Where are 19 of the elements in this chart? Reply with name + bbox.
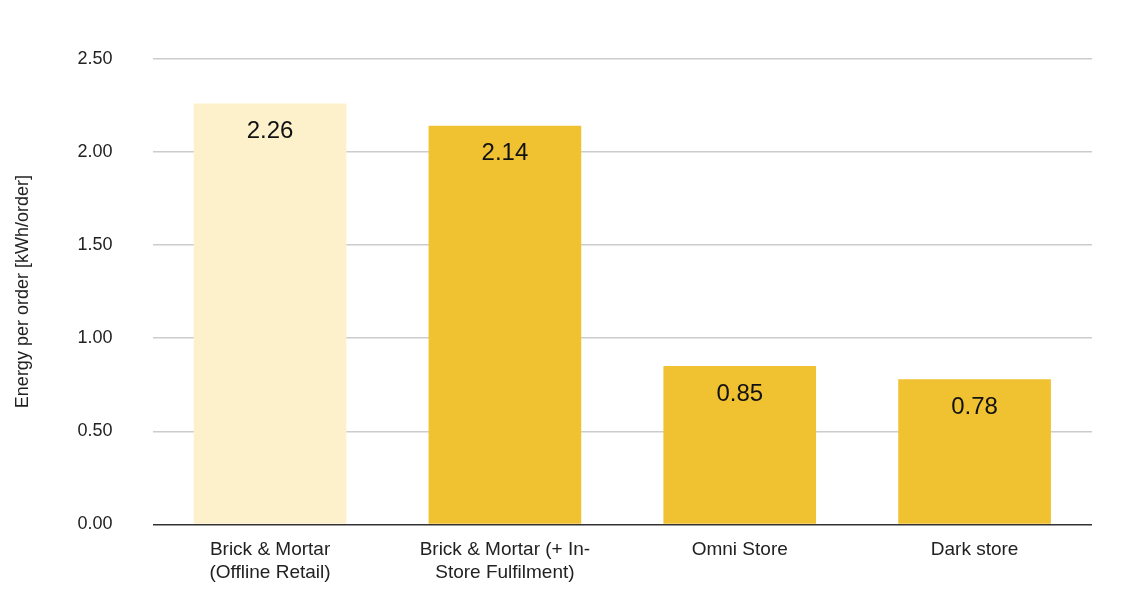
y-tick-label: 1.00 [77, 327, 113, 348]
x-tick-label: Dark store [930, 538, 1019, 560]
x-tick-label: Omni Store [691, 538, 788, 560]
data-label: 0.85 [716, 378, 764, 406]
y-tick-label: 2.50 [77, 47, 113, 68]
y-axis-title: Energy per order [kWh/order] [11, 175, 32, 409]
bar [663, 366, 817, 524]
y-tick-label: 0.00 [77, 513, 113, 534]
data-label: 2.14 [481, 138, 529, 166]
x-tick-label: Brick & Mortar (Offline Retail) [209, 538, 331, 582]
y-tick-label: 2.00 [77, 140, 113, 161]
data-label: 0.78 [951, 391, 998, 419]
bar [898, 379, 1051, 524]
data-label: 2.26 [246, 116, 294, 144]
y-tick-label: 0.50 [77, 420, 113, 441]
bar [428, 125, 582, 524]
bar [193, 103, 347, 524]
x-tick-label: Brick & Mortar (+ In-Store Fulfilment) [419, 538, 591, 582]
y-tick-label: 1.50 [77, 234, 113, 255]
